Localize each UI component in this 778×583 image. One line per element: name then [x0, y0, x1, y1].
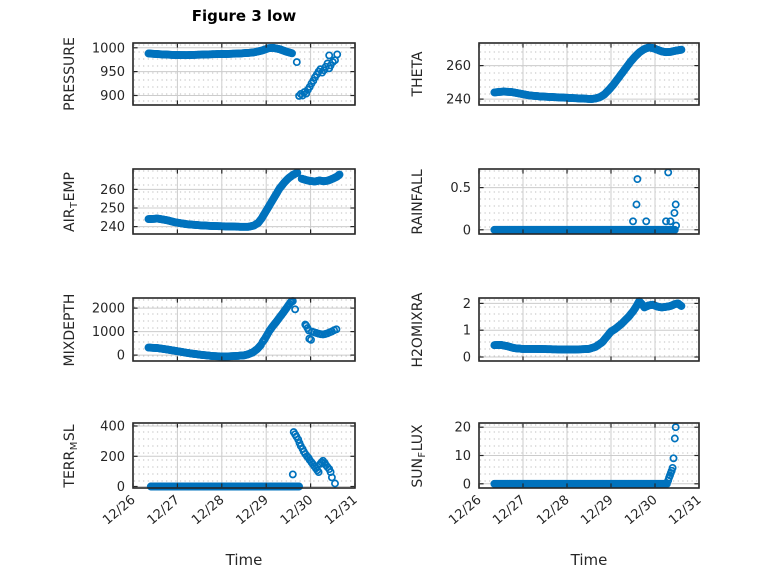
svg-text:250: 250	[100, 202, 125, 217]
svg-text:950: 950	[100, 65, 125, 80]
svg-text:2000: 2000	[92, 302, 125, 317]
svg-text:900: 900	[100, 89, 125, 104]
svg-text:0: 0	[463, 351, 471, 366]
data-points	[144, 43, 342, 100]
subplot-air-temp: 240 250 260	[100, 168, 356, 235]
svg-text:12/30: 12/30	[622, 493, 660, 529]
subplot-sun-flux: 0 10 20 12/26 12/27 12/28 12/29 12/30 12/31	[446, 421, 704, 528]
data-points	[144, 297, 341, 361]
y-tick-labels: 0 10 20	[454, 421, 471, 493]
ylabel-part: T	[69, 201, 80, 208]
y-tick-labels: 0 1 2	[463, 297, 471, 366]
data-points	[144, 168, 344, 231]
svg-text:12/26: 12/26	[100, 493, 138, 529]
tick-marks	[132, 298, 356, 361]
svg-text:240: 240	[446, 93, 471, 108]
svg-text:12/31: 12/31	[322, 493, 360, 529]
ylabel-part: SUN	[410, 457, 426, 488]
svg-text:12/31: 12/31	[666, 493, 704, 529]
svg-text:260: 260	[446, 59, 471, 74]
ylabel-part: H2OMIXRA	[410, 292, 426, 367]
svg-text:400: 400	[100, 420, 125, 435]
ylabel-part: TERR	[62, 450, 78, 488]
svg-text:0: 0	[463, 223, 471, 238]
svg-text:200: 200	[100, 450, 125, 465]
svg-text:10: 10	[454, 449, 471, 464]
tick-marks	[478, 43, 700, 105]
x-axis-label-left: Time	[225, 551, 263, 569]
x-axis-label-right: Time	[570, 551, 608, 569]
ylabel-part: M	[69, 441, 80, 450]
svg-text:12/27: 12/27	[490, 493, 528, 529]
y-tick-labels: 0 200 400	[100, 420, 125, 496]
ylabel-rainfall: RAINFALL	[408, 127, 428, 277]
y-tick-labels: 00.5	[450, 181, 471, 238]
tick-marks	[132, 169, 356, 234]
svg-text:260: 260	[100, 183, 125, 198]
svg-text:20: 20	[454, 421, 471, 436]
svg-text:12/26: 12/26	[446, 493, 484, 529]
svg-text:12/30: 12/30	[278, 493, 316, 529]
ylabel-part: THETA	[410, 51, 426, 97]
ylabel-part: PRESSURE	[62, 37, 78, 111]
svg-text:0: 0	[117, 349, 125, 364]
figure-title: Figure 3 low	[191, 7, 297, 25]
svg-text:12/27: 12/27	[145, 493, 183, 529]
tick-marks	[478, 423, 700, 488]
subplot-terr-msl: 0 200 400 12/26 12/27 12/28 12/29 12/30 12/31	[100, 420, 360, 529]
subplot-theta: 240 260	[446, 42, 700, 108]
svg-text:0: 0	[463, 477, 471, 492]
svg-text:0: 0	[117, 480, 125, 495]
ylabel-sun-flux: SUNFLUX	[408, 381, 428, 531]
ylabel-terr-msl: TERRMSL	[60, 381, 80, 531]
svg-text:1000: 1000	[92, 325, 125, 340]
data-points	[490, 297, 686, 354]
svg-text:2: 2	[463, 297, 471, 312]
y-tick-labels: 0 1000 2000	[92, 302, 125, 364]
ylabel-part: EMP	[62, 171, 78, 201]
svg-text:12/28: 12/28	[534, 493, 572, 529]
tick-marks	[478, 169, 700, 234]
subplot-rainfall: 00.5	[450, 168, 700, 238]
svg-text:240: 240	[100, 220, 125, 235]
subplot-h2omixra: 0 1 2	[463, 297, 700, 366]
svg-text:1000: 1000	[92, 41, 125, 56]
y-tick-labels: 900 950 1000	[92, 41, 125, 104]
data-points	[490, 168, 681, 234]
svg-text:12/28: 12/28	[189, 493, 227, 529]
ylabel-part: SL	[62, 423, 78, 441]
x-tick-labels: 12/26 12/27 12/28 12/29 12/30 12/31	[100, 493, 360, 529]
tick-marks	[132, 423, 356, 488]
ylabel-part: RAINFALL	[410, 168, 426, 235]
ylabel-part: MIXDEPTH	[62, 293, 78, 366]
svg-text:12/29: 12/29	[578, 493, 616, 529]
svg-text:1: 1	[463, 324, 471, 339]
ylabel-part: LUX	[410, 423, 426, 451]
ylabel-part: F	[417, 451, 428, 458]
data-points	[146, 428, 339, 491]
ylabel-part: AIR	[62, 208, 78, 232]
svg-text:12/29: 12/29	[233, 493, 271, 529]
tick-marks	[132, 43, 356, 105]
x-tick-labels: 12/26 12/27 12/28 12/29 12/30 12/31	[446, 493, 704, 529]
svg-text:0.5: 0.5	[450, 181, 471, 196]
y-tick-labels: 240 260	[446, 59, 471, 108]
y-tick-labels: 240 250 260	[100, 183, 125, 235]
subplot-pressure: 900 950 1000	[92, 41, 356, 106]
ylabel-air-temp: AIRTEMP	[60, 127, 80, 277]
data-points	[490, 423, 680, 488]
subplot-mixdepth: 0 1000 2000	[92, 297, 356, 364]
tick-marks	[478, 298, 700, 361]
